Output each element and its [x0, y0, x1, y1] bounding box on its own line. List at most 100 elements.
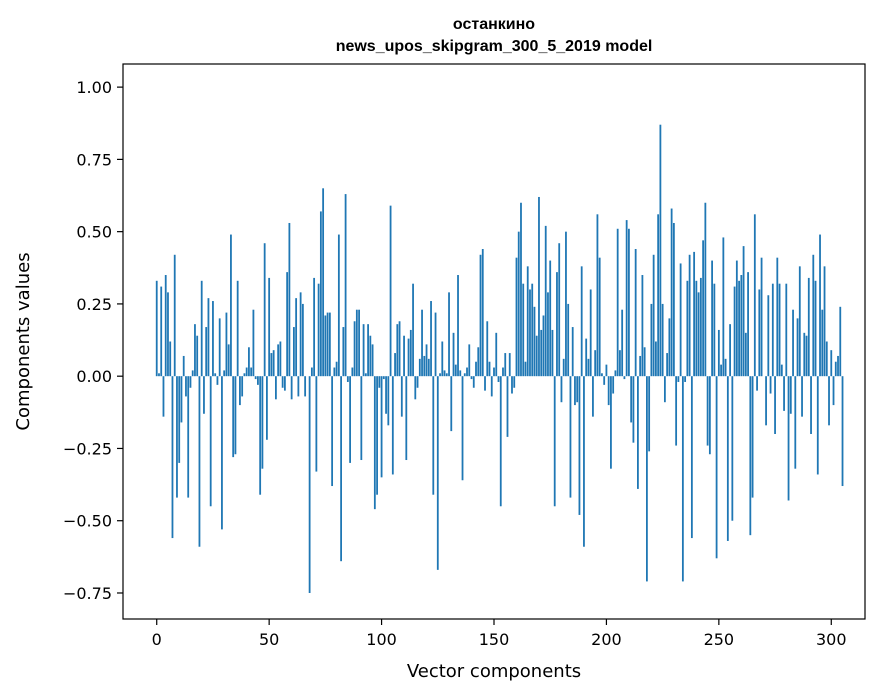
bar [625, 220, 628, 377]
x-tick-label: 200 [591, 630, 622, 649]
bar [268, 277, 271, 377]
bar [441, 341, 444, 377]
bar [630, 376, 633, 423]
bar [322, 188, 325, 377]
bar [234, 376, 237, 455]
bar [792, 309, 794, 377]
bar [697, 292, 700, 377]
bar [839, 306, 842, 377]
bar [416, 376, 419, 388]
bar [373, 376, 376, 510]
chart-title: останкино [453, 16, 535, 33]
bar [310, 367, 313, 377]
bar [744, 332, 747, 377]
bar [556, 272, 558, 377]
bar [747, 272, 749, 377]
bar [553, 376, 556, 507]
bar [780, 364, 783, 377]
y-axis: −0.75 −0.50 −0.25 0.00 0.25 0.50 0.75 1.00 [63, 78, 123, 603]
bar [430, 301, 432, 377]
bar [261, 376, 264, 469]
bar [241, 376, 244, 397]
bar [558, 243, 561, 377]
bar [212, 301, 214, 377]
bar [522, 283, 525, 377]
bar [400, 376, 403, 417]
bar [515, 257, 518, 377]
bar [594, 350, 597, 377]
bar [223, 370, 226, 377]
bar [717, 329, 720, 377]
x-tick-label: 300 [816, 630, 847, 649]
bar [596, 214, 599, 377]
bar [203, 376, 205, 414]
bar [484, 376, 486, 391]
bar [292, 327, 295, 377]
bar [585, 338, 588, 377]
bar [207, 298, 210, 377]
bar [778, 283, 781, 377]
bar [486, 321, 489, 377]
bar [729, 324, 731, 377]
bar [706, 376, 709, 446]
bar [418, 358, 421, 377]
bar [380, 376, 383, 478]
bar [681, 376, 684, 582]
bar [812, 254, 815, 377]
bar [499, 376, 502, 507]
bar [191, 370, 194, 377]
bar [286, 272, 289, 377]
bar [731, 376, 734, 521]
bar [695, 280, 698, 377]
bar [205, 327, 208, 377]
bar [288, 222, 291, 377]
bar [167, 292, 169, 377]
bar [641, 275, 644, 377]
bar [544, 225, 547, 377]
bar [378, 376, 381, 388]
bar [517, 231, 520, 377]
bar [749, 376, 752, 536]
bar [634, 249, 637, 377]
bar [502, 367, 504, 377]
bar [565, 231, 567, 377]
bar [823, 266, 826, 377]
bar [798, 266, 801, 377]
bar [216, 376, 219, 385]
bar [529, 289, 531, 377]
bar [173, 254, 176, 377]
bar [398, 321, 401, 377]
bar [461, 376, 464, 481]
bar [699, 277, 702, 377]
bar [176, 376, 178, 498]
bar [547, 292, 549, 377]
x-tick-label: 150 [479, 630, 510, 649]
y-tick-label: −0.25 [63, 439, 112, 458]
bar [185, 376, 187, 397]
bar [454, 364, 457, 377]
bar [587, 358, 590, 377]
bar [637, 376, 639, 489]
bar [272, 350, 275, 377]
bar [403, 335, 405, 377]
bar [324, 315, 327, 377]
bar [263, 243, 266, 377]
x-tick-label: 50 [259, 630, 279, 649]
bar [504, 353, 507, 377]
y-tick-label: 0.50 [76, 223, 112, 242]
bar [414, 376, 417, 400]
bar [230, 234, 232, 377]
bar [434, 312, 437, 377]
bar [396, 324, 399, 377]
bar [686, 280, 689, 377]
bar [346, 376, 349, 382]
bar [425, 344, 428, 377]
bar [200, 280, 203, 377]
bar [421, 309, 423, 377]
y-tick-label: 0.75 [76, 150, 112, 169]
bar [232, 376, 235, 458]
bar [308, 376, 311, 593]
bar [796, 318, 799, 377]
bar [578, 376, 581, 515]
bar [466, 367, 468, 377]
